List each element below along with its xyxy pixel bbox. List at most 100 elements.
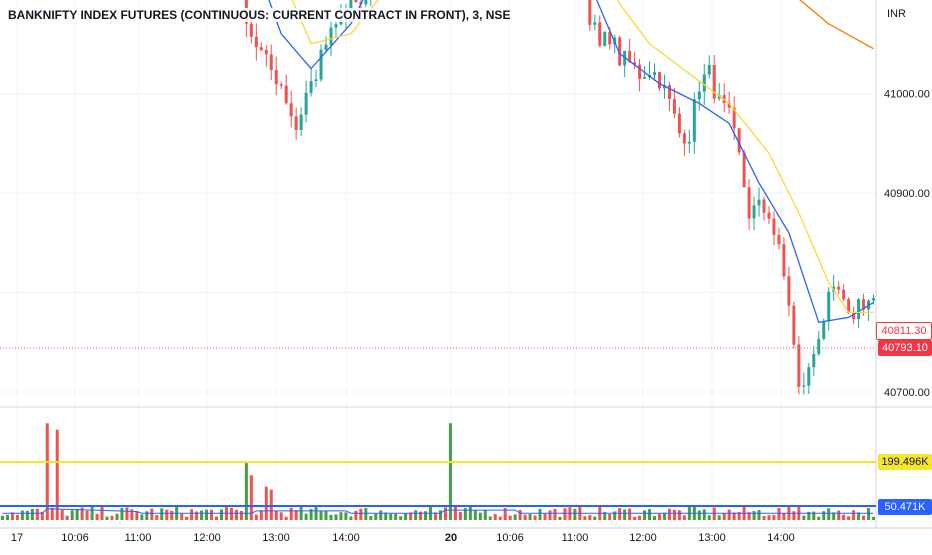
volume-bar [633,516,637,520]
time-axis-tick-label: 13:00 [262,532,290,544]
volume-bar [160,508,164,520]
volume-bar [762,515,766,520]
volume-bar [294,510,298,520]
volume-bar [5,514,9,520]
volume-bar [473,510,477,520]
volume-bar [842,514,846,520]
volume-bar [717,515,721,520]
candle-body [682,133,686,144]
candle-body [807,367,811,386]
candle-body [852,313,856,319]
volume-bar [847,516,851,520]
candle-body [777,234,781,245]
volume-bar [185,516,189,520]
candle-body [827,291,831,322]
volume-bar [772,515,776,520]
time-axis-tick-label: 10:06 [61,532,89,544]
volume-bar [453,506,457,520]
candle-body [633,62,637,65]
volume-bar [458,512,462,520]
volume-bar [862,515,866,520]
volume-bar [364,508,368,520]
candle-body [752,205,756,219]
volume-bar [777,508,781,520]
time-axis-tick-label: 17 [11,532,23,544]
candle-body [732,107,736,129]
volume-bar [538,508,542,520]
volume-bar [75,509,79,520]
candle-body [707,64,711,75]
volume-bar [264,486,268,520]
volume-bar [20,510,24,520]
volume-bar [170,510,174,520]
volume-bar [394,513,398,520]
volume-bar [239,510,243,520]
volume-bar [727,509,731,520]
candle-body [618,37,622,66]
volume-bar [404,513,408,520]
volume-bar [329,514,333,520]
candle-body [662,85,666,89]
volume-bar [434,512,438,520]
volume-bar [782,513,786,520]
volume-bar [583,516,587,520]
volume-bar [638,515,642,520]
volume-bar [15,514,19,520]
price-axis-tick-label: 41100.00 [884,0,929,1]
volume-bar [643,510,647,520]
volume-bar [702,509,706,520]
volume-bar [259,510,263,520]
volume-bar [593,516,597,520]
volume-bar [284,516,288,520]
volume-bar [384,512,388,520]
volume-bar [155,514,159,520]
volume-bar [105,516,109,520]
volume-bar [70,510,74,520]
candle-body [687,141,691,144]
candle-body [279,84,283,86]
volume-bar [872,516,876,520]
candle-body [264,50,268,55]
candle-body [872,298,876,301]
volume-bar [359,508,363,520]
volume-bar [80,507,84,520]
candle-body [354,0,358,3]
candle-body [842,289,846,300]
candle-body [269,54,273,70]
volume-bar [648,509,652,520]
volume-bar [339,512,343,520]
volume-bar [0,515,4,520]
volume-bar [672,509,676,520]
candle-body [847,299,851,314]
volume-bar [503,508,507,520]
last-price-label: 40811.30 [876,322,932,340]
candle-body [314,79,318,82]
candle-body [712,64,716,99]
volume-bar [200,510,204,520]
candle-body [259,47,263,51]
volume-bar [289,507,293,520]
volume-bar [35,508,39,520]
candle-body [653,72,657,75]
time-axis-tick-label: 13:00 [698,532,726,544]
volume-bar [553,508,557,520]
volume-bar [45,423,49,520]
volume-bar [55,429,59,520]
volume-bar [608,514,612,520]
volume-bar [409,512,413,520]
candle-body [757,199,761,206]
time-axis-tick-label: 14:00 [332,532,360,544]
volume-bar [558,516,562,520]
volume-bar [857,512,861,520]
volume-bar [827,508,831,520]
volume-moving-average [2,508,874,514]
volume-bar [354,510,358,520]
volume-bar [653,516,657,520]
volume-bar [508,515,512,520]
volume-bar [374,513,378,520]
volume-bar [747,512,751,520]
candle-body [812,353,816,368]
volume-bar [767,515,771,520]
candle-body [702,74,706,92]
